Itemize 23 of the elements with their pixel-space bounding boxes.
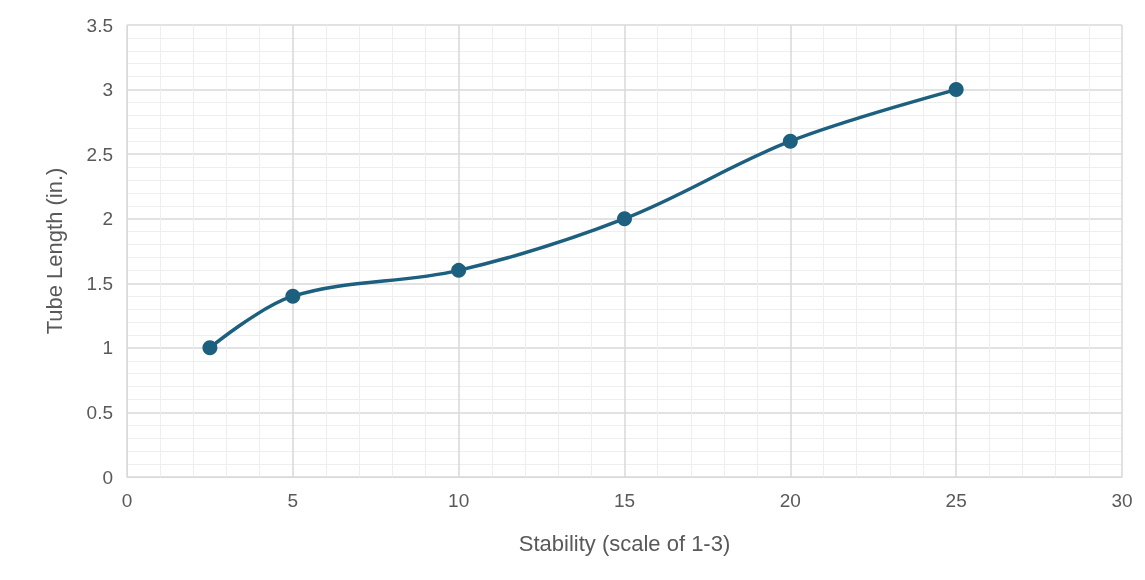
y-tick-label: 3 <box>102 79 113 101</box>
x-tick-label: 20 <box>779 490 801 511</box>
y-tick-label: 0 <box>102 466 113 488</box>
x-tick-label: 15 <box>613 490 636 511</box>
y-tick-label: 2 <box>102 208 113 230</box>
y-axis-title: Tube Length (in.) <box>41 167 67 335</box>
point <box>451 262 467 278</box>
x-tick-label: 10 <box>448 490 470 511</box>
y-tick-label: 1 <box>102 337 113 359</box>
x-tick-label: 25 <box>945 490 967 511</box>
y-tick-label: 1.5 <box>86 272 113 294</box>
point <box>202 340 218 356</box>
y-tick-label: 0.5 <box>86 401 113 423</box>
point <box>617 211 632 227</box>
point <box>782 133 798 149</box>
x-tick-label: 30 <box>1111 490 1133 511</box>
x-axis-title: Stability (scale of 1-3) <box>518 530 731 556</box>
x-tick-label: 0 <box>121 490 133 511</box>
point <box>948 82 964 98</box>
y-tick-label: 3.5 <box>86 14 113 36</box>
x-tick-label: 5 <box>287 490 299 511</box>
y-tick-label: 2.5 <box>86 143 113 165</box>
point <box>285 288 301 304</box>
